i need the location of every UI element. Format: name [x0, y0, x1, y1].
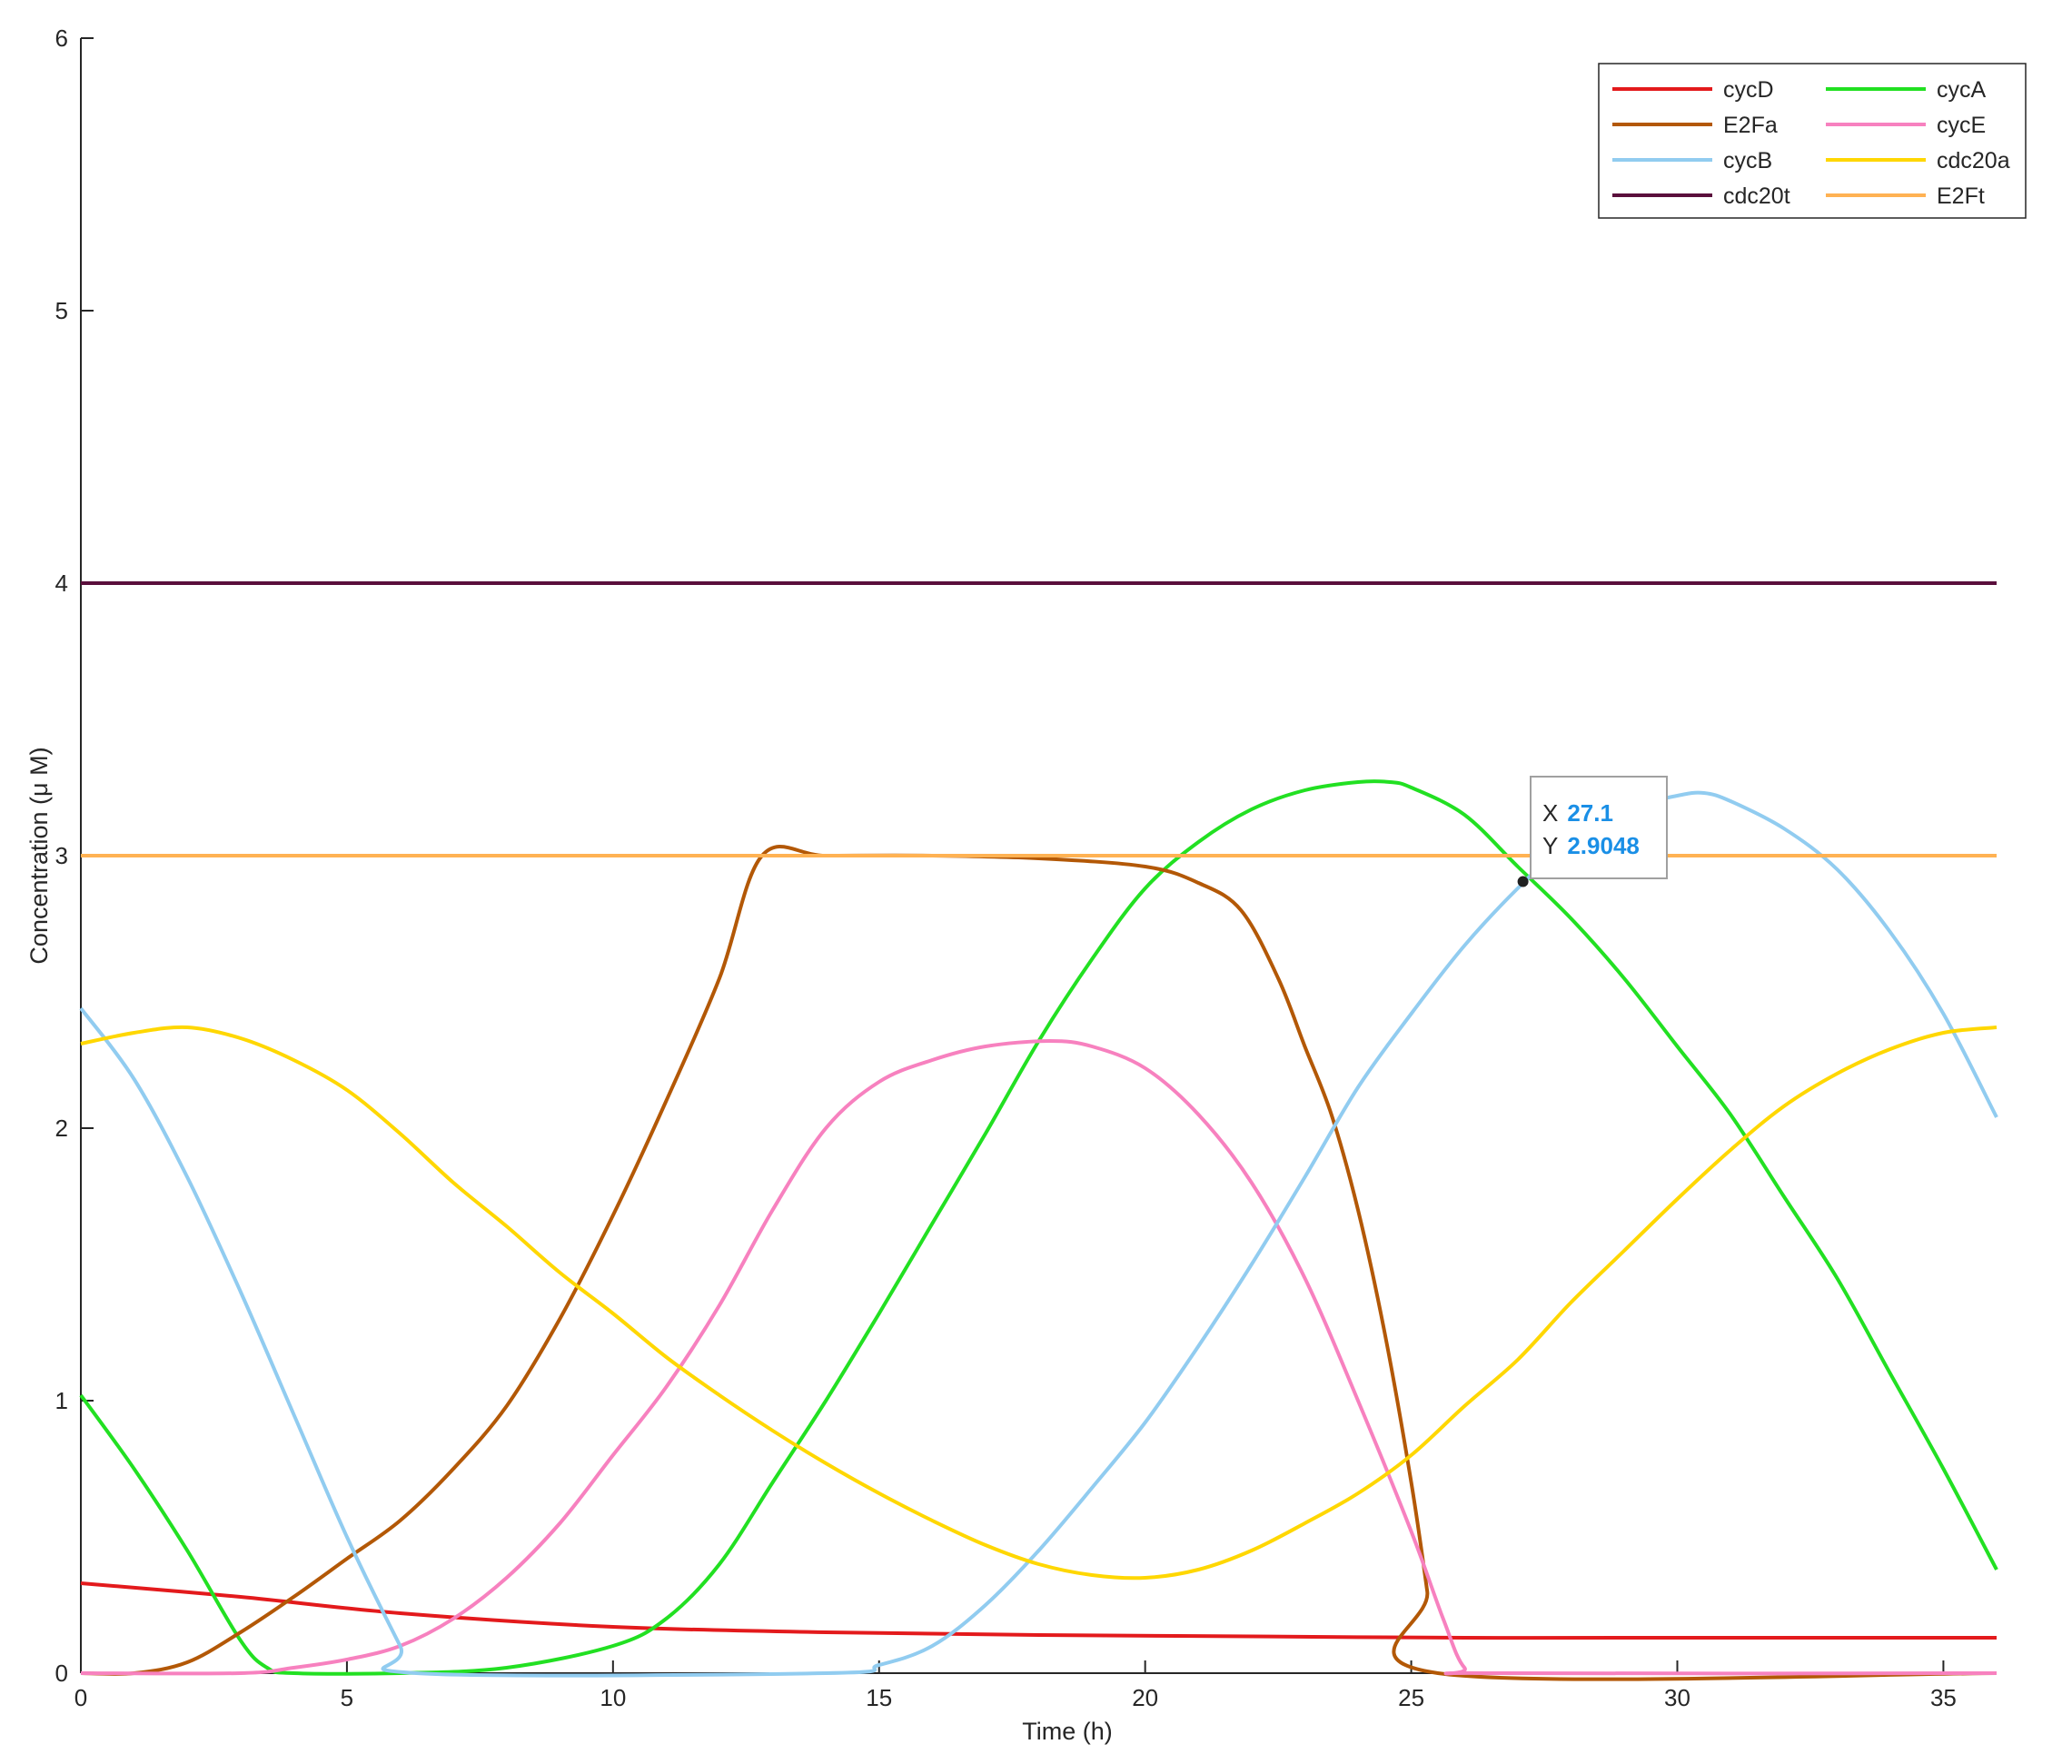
y-axis-label: Concentration (μ M) [25, 747, 53, 964]
legend-label-cycD: cycD [1723, 77, 1774, 103]
legend-label-cdc20t: cdc20t [1723, 183, 1790, 209]
legend-label-cycB: cycB [1723, 148, 1772, 173]
legend[interactable]: cycD cycA E2Fa cycE cycB cdc20a cdc20t E2Ft [1598, 63, 2027, 219]
legend-label-E2Ft: E2Ft [1937, 183, 1985, 209]
data-tip-marker [1517, 876, 1529, 887]
legend-label-E2Fa: E2Fa [1723, 113, 1778, 138]
x-axis-label: Time (h) [1022, 1718, 1113, 1745]
y-tick-label: 1 [55, 1387, 68, 1414]
data-tip-y-value: 2.9048 [1567, 832, 1640, 859]
data-tip-x-value: 27.1 [1567, 799, 1613, 827]
series-line-cdc20a [80, 1025, 1998, 1581]
y-tick-label: 2 [55, 1115, 68, 1142]
series-line-cycA [79, 779, 1998, 1676]
legend-label-cycA: cycA [1937, 77, 1987, 103]
y-tick-label: 0 [55, 1660, 68, 1687]
x-tick-label: 35 [1930, 1684, 1957, 1711]
x-tick-label: 20 [1132, 1684, 1158, 1711]
y-tick-label: 6 [55, 25, 68, 52]
data-tip-x-label: X [1542, 799, 1558, 827]
data-tip-y-label: Y [1542, 832, 1558, 859]
legend-label-cycE: cycE [1937, 113, 1986, 138]
x-tick-label: 0 [74, 1684, 87, 1711]
y-tick-label: 4 [55, 570, 68, 597]
svg-text:Y2.9048: Y 2.9048 [1542, 832, 1640, 859]
series-line-E2Fa [80, 845, 1998, 1681]
x-tick-label: 30 [1664, 1684, 1690, 1711]
data-tip-box [1530, 776, 1668, 879]
y-tick-label: 5 [55, 297, 68, 324]
y-tick-label: 3 [55, 842, 68, 869]
x-tick-label: 10 [600, 1684, 626, 1711]
series-line-cycE [80, 1039, 1998, 1676]
x-tick-label: 25 [1398, 1684, 1424, 1711]
legend-label-cdc20a: cdc20a [1937, 148, 2010, 173]
legend-items: cycD cycA E2Fa cycE cycB cdc20a cdc20t E2Ft [1612, 77, 2010, 209]
series-line-cycB [79, 790, 1998, 1678]
x-tick-label: 5 [341, 1684, 353, 1711]
data-tip[interactable]: X 27.1 Y 2.9048 [1517, 776, 1668, 887]
axis-ticks: 0 5 10 15 20 25 30 35 0 1 2 3 4 5 6 [55, 25, 1957, 1711]
series-line-cycD [80, 1581, 1997, 1640]
series-layer [79, 581, 1998, 1681]
svg-text:X27.1: X 27.1 [1542, 799, 1613, 827]
x-tick-label: 15 [866, 1684, 892, 1711]
